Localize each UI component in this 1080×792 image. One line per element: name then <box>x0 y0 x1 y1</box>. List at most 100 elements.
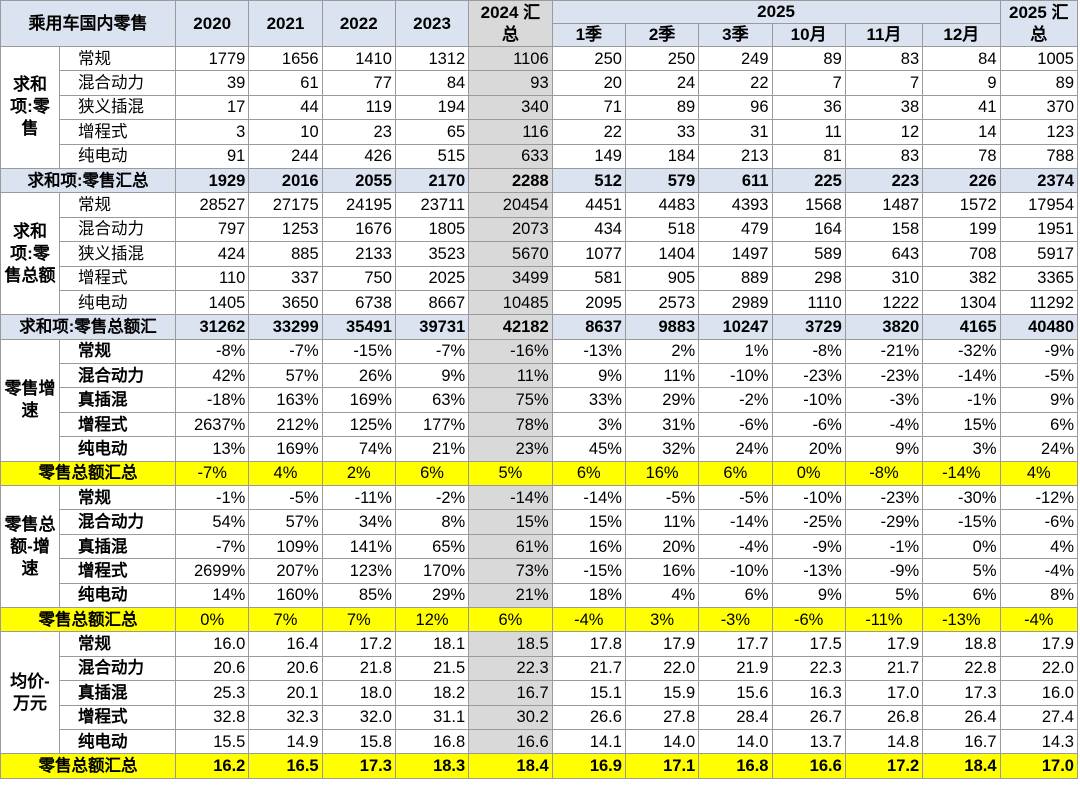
table-cell: 14.1 <box>551 728 626 755</box>
table-cell: 75% <box>468 387 553 413</box>
table-cell: 16.8 <box>394 728 470 755</box>
table-cell: 32.8 <box>175 704 250 730</box>
table-cell: 382 <box>922 265 1001 291</box>
table-cell: -4% <box>999 558 1079 584</box>
table-cell: 44 <box>248 94 323 121</box>
total-row: 零售总额汇总 -7% 4% 2% 6% 5% 6% 16% 6% 0% -8% -14% 4% <box>0 460 1079 487</box>
table-cell: 15% <box>551 509 626 535</box>
table-cell: 750 <box>321 265 396 291</box>
total-cell: 225 <box>771 167 846 194</box>
table-cell: 16.4 <box>248 631 323 657</box>
total-cell: 2288 <box>468 167 553 194</box>
table-cell: 85% <box>321 582 396 608</box>
table-row: 零售增速 常规 -8% -7% -15% -7% -16% -13% 2% 1% -8% -21% -3… <box>0 338 1079 462</box>
table-cell: 9% <box>999 387 1079 413</box>
table-cell: 96 <box>698 94 773 121</box>
table-row: 增程式 110 337 750 2025 3499 581 905 889 298 310 382 33… <box>1 265 1079 291</box>
table-cell: 84 <box>394 70 470 96</box>
table-cell: 170% <box>394 558 470 584</box>
table-cell: 4% <box>624 582 700 608</box>
table-cell: 18.1 <box>394 631 470 657</box>
table-cell: 14% <box>175 582 250 608</box>
total-row-label: 零售总额汇总 <box>0 460 177 487</box>
table-cell: 10 <box>248 119 323 145</box>
table-cell: 91 <box>175 143 250 169</box>
table-cell: 1676 <box>321 216 396 243</box>
row-label: 真插混 <box>59 387 177 413</box>
table-cell: 32.3 <box>248 704 323 730</box>
table-cell: 36 <box>771 94 846 121</box>
table-cell: 4393 <box>698 192 773 218</box>
row-label: 狭义插混 <box>59 241 177 267</box>
table-cell: 158 <box>844 216 924 243</box>
table-cell: 27.4 <box>999 704 1079 730</box>
table-cell: 57% <box>248 509 323 535</box>
table-cell: 708 <box>922 241 1001 267</box>
table-cell: 15.1 <box>551 680 626 706</box>
table-cell: 23711 <box>394 192 470 218</box>
total-cell: 611 <box>698 167 773 194</box>
table-cell: -25% <box>771 509 846 535</box>
table-cell: 24% <box>698 436 773 462</box>
table-cell: 2133 <box>321 241 396 267</box>
table-cell: 3% <box>922 436 1001 462</box>
table-cell: 589 <box>771 241 846 267</box>
table-cell: 8% <box>394 509 470 535</box>
table-row: 混合动力 54% 57% 34% 8% 15% 15% 11% -14% -25% -29% -15%… <box>1 509 1079 535</box>
table-cell: 17.7 <box>698 631 773 657</box>
table-cell: 1106 <box>468 45 553 72</box>
table-cell: -14% <box>551 485 626 511</box>
header-corner: 乘用车国内零售 <box>0 0 177 47</box>
table-cell: 16.7 <box>468 680 553 706</box>
table-cell: 27.8 <box>624 704 700 730</box>
table-cell: 1487 <box>844 192 924 218</box>
table-cell: 31% <box>624 411 700 438</box>
table-cell: 194 <box>394 94 470 121</box>
total-row-label: 求和项:零售总额汇 <box>0 314 177 340</box>
table-cell: 15.9 <box>624 680 700 706</box>
total-cell: 0% <box>175 606 250 633</box>
row-label: 纯电动 <box>59 728 177 755</box>
table-cell: 30.2 <box>468 704 553 730</box>
table-cell: -10% <box>771 485 846 511</box>
table-cell: 1656 <box>248 45 323 72</box>
header-period-q3: 3季 <box>698 23 773 47</box>
table-cell: 3% <box>551 411 626 438</box>
total-cell: 16.5 <box>248 753 323 779</box>
total-cell: 6% <box>394 460 470 487</box>
table-cell: 17 <box>175 94 250 121</box>
table-cell: 1572 <box>922 192 1001 218</box>
total-cell: 1929 <box>175 167 250 194</box>
section-group-label: 求和项:零售 <box>0 46 61 169</box>
table-cell: 1222 <box>844 289 924 316</box>
table-cell: 518 <box>624 216 700 243</box>
total-cell: 35491 <box>321 314 396 340</box>
table-cell: 17.9 <box>624 631 700 657</box>
table-cell: 7 <box>844 70 924 96</box>
table-cell: -10% <box>698 558 773 584</box>
total-cell: 579 <box>624 167 700 194</box>
row-label: 增程式 <box>59 704 177 730</box>
total-cell: 3% <box>624 606 700 633</box>
table-cell: -13% <box>551 338 626 365</box>
table-cell: 24195 <box>321 192 396 218</box>
table-cell: 1410 <box>321 45 396 72</box>
table-cell: 89 <box>624 94 700 121</box>
table-cell: 207% <box>248 558 323 584</box>
table-cell: 57% <box>248 363 323 389</box>
table-cell: -23% <box>844 485 924 511</box>
table-cell: 78% <box>468 411 553 438</box>
table-cell: 199 <box>922 216 1001 243</box>
row-label: 混合动力 <box>59 509 177 535</box>
table-row: 混合动力 39 61 77 84 93 20 24 22 7 7 9 89 <box>1 70 1079 96</box>
table-cell: 41 <box>922 94 1001 121</box>
total-cell: -13% <box>922 606 1001 633</box>
table-cell: 2573 <box>624 289 700 316</box>
table-cell: 17.9 <box>844 631 924 657</box>
table-cell: 31 <box>698 119 773 145</box>
table-cell: 123% <box>321 558 396 584</box>
row-label: 混合动力 <box>59 655 177 682</box>
table-cell: 1005 <box>999 45 1079 72</box>
table-row: 狭义插混 17 44 119 194 340 71 89 96 36 38 41 370 <box>1 94 1079 121</box>
table-cell: 20% <box>624 533 700 560</box>
